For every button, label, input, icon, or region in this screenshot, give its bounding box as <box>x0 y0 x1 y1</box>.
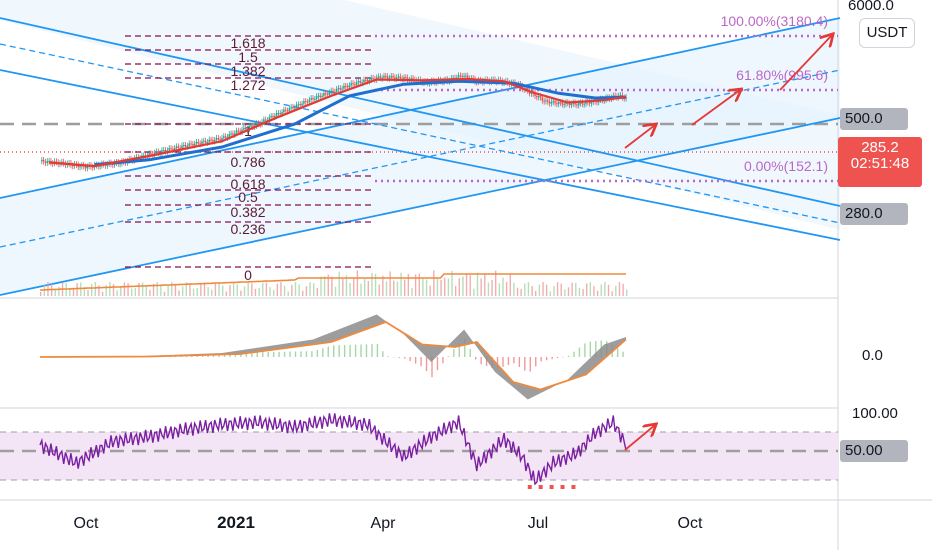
fib-level-label: 0.236 <box>230 221 265 237</box>
arrow-1 <box>624 125 655 149</box>
rsi-band <box>0 432 838 480</box>
last-price-tag: 285.2 02:51:48 <box>838 137 922 187</box>
fib-level-label: 1.382 <box>230 63 265 79</box>
lower-channel-fill <box>0 18 840 295</box>
macd-signal-line <box>39 321 627 391</box>
price-tag-500: 500.0 <box>840 108 908 130</box>
time-label: Oct <box>678 515 703 532</box>
arrow-2 <box>691 90 740 126</box>
fib-level-label: 0.618 <box>230 176 265 192</box>
channel-line-2 <box>0 69 841 241</box>
rsi-oversold-marks <box>527 485 576 489</box>
fib-level-label: 0.382 <box>230 204 265 220</box>
fib-ext-label: 61.80%(995.6) <box>736 67 828 83</box>
fib-level-label: 0.786 <box>230 154 265 170</box>
channel-mid-dashed-2 <box>0 69 841 248</box>
channel-mid-dashed-1 <box>0 43 841 224</box>
rsi-mid-tag: 50.00 <box>840 440 908 462</box>
macd-zero-label: 0.0 <box>862 347 883 364</box>
volume-ma-line <box>39 273 626 291</box>
quote-unit-button[interactable]: USDT <box>859 18 915 48</box>
macd-histogram <box>43 338 624 378</box>
rsi-top-label: 100.00 <box>852 405 898 422</box>
arrow-rsi <box>624 425 655 451</box>
arrow-3 <box>779 35 832 91</box>
rsi-line <box>39 413 627 486</box>
time-label: Jul <box>528 515 548 532</box>
time-label: 2021 <box>217 513 255 532</box>
fib-level-label: 0.5 <box>238 189 258 205</box>
fib-ext-label: 0.00%(152.1) <box>744 158 828 174</box>
channel-line-1 <box>0 17 841 207</box>
price-axis-label-top: 6000.0 <box>848 0 894 14</box>
last-price-value: 285.2 <box>861 139 899 156</box>
ma-fast-line <box>49 77 627 168</box>
volume-bars <box>40 270 628 296</box>
fib-level-label: 0 <box>244 267 252 283</box>
countdown-timer: 02:51:48 <box>850 155 910 172</box>
time-label: Oct <box>74 515 99 532</box>
price-tag-280: 280.0 <box>840 203 908 225</box>
channel-line-4 <box>0 117 841 296</box>
ma-slow-line <box>94 79 627 167</box>
time-label: Apr <box>371 515 397 532</box>
channel-line-3 <box>0 17 841 199</box>
fib-level-label: 1.272 <box>230 77 265 93</box>
fib-extension[interactable]: 100.00%(3180.4) 61.80%(995.6) 0.00%(152.1) <box>375 13 838 183</box>
fib-level-label: 1.5 <box>238 49 258 65</box>
fib-level-label: 1.618 <box>230 35 265 51</box>
fib-ext-label: 100.00%(3180.4) <box>721 13 828 29</box>
